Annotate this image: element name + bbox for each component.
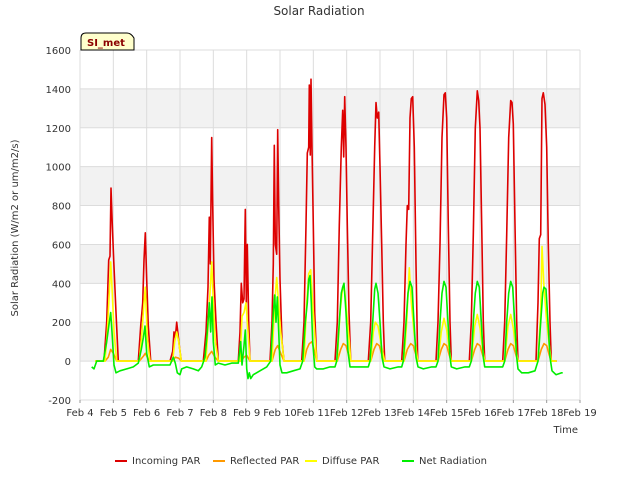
y-axis-label: Solar Radiation (W/m2 or um/m2/s) [10,139,21,316]
series-lines [91,78,563,380]
legend-label: Reflected PAR [230,456,299,467]
x-tick-label: Feb 9 [233,408,260,419]
legend-label: Net Radiation [419,456,487,467]
x-axis-label: Time [553,425,578,436]
y-tick-label: -200 [48,396,71,407]
y-tick-label: 1200 [46,124,71,135]
x-tick-label: Feb 8 [200,408,227,419]
badge-label: SI_met [87,38,125,49]
y-tick-label: 0 [65,357,71,368]
x-tick-label: Feb 16 [463,408,497,419]
x-tick-label: Feb 12 [330,408,364,419]
x-tick-label: Feb 14 [397,408,431,419]
x-tick-label: Feb 6 [133,408,160,419]
x-axis-ticks: Feb 4 Feb 5 Feb 6 Feb 7 Feb 8 Feb 9 Feb 10 Feb … [66,400,597,419]
y-tick-label: 800 [52,202,71,213]
grid-band [80,88,580,128]
grid-band [80,322,580,362]
chart-title: Solar Radiation [273,4,364,18]
x-tick-label: Feb 10 [263,408,297,419]
badge-box [80,32,135,51]
x-tick-label: Feb 17 [497,408,531,419]
legend-label: Diffuse PAR [322,456,379,467]
y-tick-label: 1000 [46,163,71,174]
grid-band [80,166,580,206]
grid-bands [80,50,580,400]
legend-label: Incoming PAR [132,456,201,467]
grid-band [80,244,580,284]
y-axis-ticks: -200 0 200 400 600 800 1000 1200 1400 1600 [46,46,71,407]
site-badge: SI_met [80,32,135,51]
x-tick-label: Feb 18 [530,408,564,419]
x-tick-label: Feb 5 [100,408,127,419]
x-tick-label: Feb 4 [66,408,93,419]
series-incoming-par [95,78,557,362]
grid-lines [79,49,581,401]
y-tick-label: 1600 [46,46,71,57]
y-tick-label: 200 [52,318,71,329]
y-tick-label: 1400 [46,85,71,96]
x-tick-label: Feb 7 [166,408,193,419]
series-net-radiation [91,274,563,380]
x-tick-label: Feb 19 [563,408,597,419]
x-tick-label: Feb 11 [297,408,331,419]
x-tick-label: Feb 13 [363,408,397,419]
y-tick-label: 600 [52,240,71,251]
x-tick-label: Feb 15 [430,408,464,419]
legend: Incoming PAR Reflected PAR Diffuse PAR Net … [115,456,487,467]
y-tick-label: 400 [52,279,71,290]
